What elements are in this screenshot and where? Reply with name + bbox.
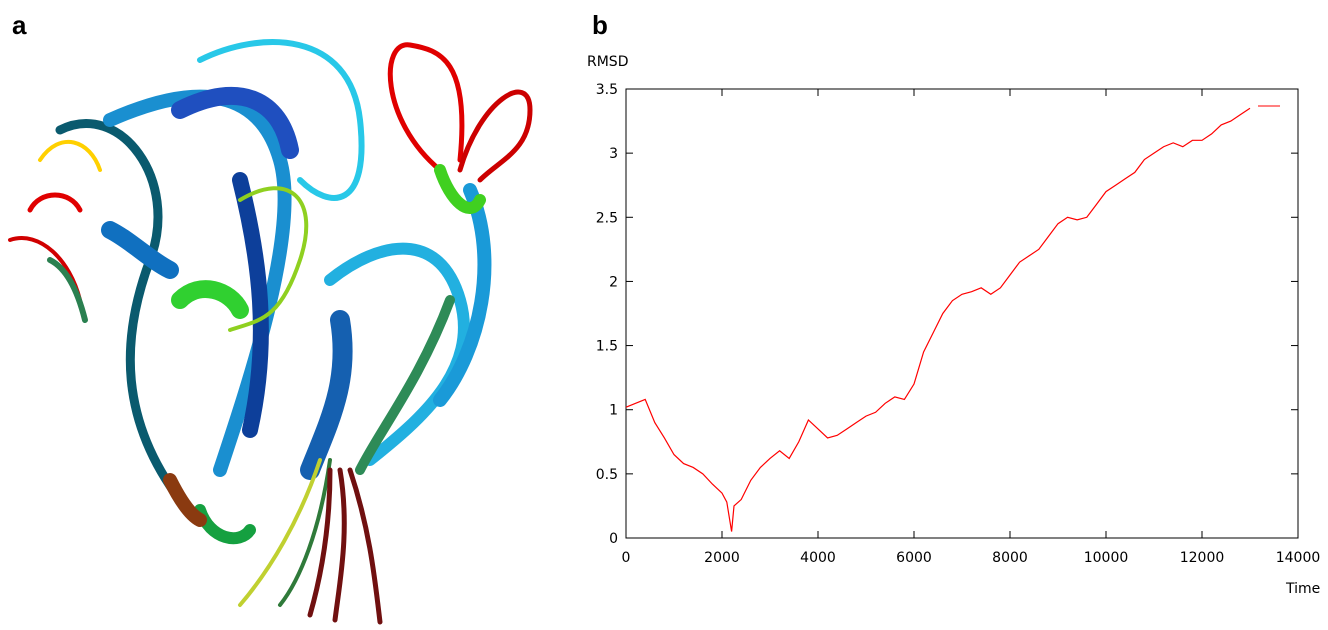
- plot: RMSD Time 0 0.5 1 1.5 2 2.5 3 3.5 0 2000 4000 6000 8…: [587, 54, 1320, 597]
- x-tick-label: 0: [622, 550, 631, 566]
- y-tick-label: 0: [609, 531, 618, 547]
- x-tick-label: 10000: [1084, 550, 1129, 566]
- x-tick-label: 6000: [896, 550, 932, 566]
- x-axis-label: Time: [1285, 581, 1320, 597]
- protein-structure: [8, 39, 533, 625]
- panel-label: a: [12, 10, 27, 40]
- x-tick-label: 4000: [800, 550, 836, 566]
- y-tick-label: 2.5: [596, 210, 618, 226]
- x-tick-label: 12000: [1180, 550, 1225, 566]
- y-tick-label: 0.5: [596, 467, 618, 483]
- y-tick-label: 1: [609, 403, 618, 419]
- x-tick-label: 2000: [704, 550, 740, 566]
- y-tick-label: 3: [609, 146, 618, 162]
- y-tick-label: 3.5: [596, 82, 618, 98]
- y-tick-label: 2: [609, 274, 618, 290]
- y-tick-label: 1.5: [596, 339, 618, 355]
- data-line: [625, 107, 1251, 532]
- y-axis-label: RMSD: [587, 54, 628, 70]
- x-tick-label: 8000: [992, 550, 1028, 566]
- plot-frame: [625, 88, 1299, 539]
- panel-label: b: [592, 10, 608, 40]
- x-tick-label: 14000: [1276, 550, 1321, 566]
